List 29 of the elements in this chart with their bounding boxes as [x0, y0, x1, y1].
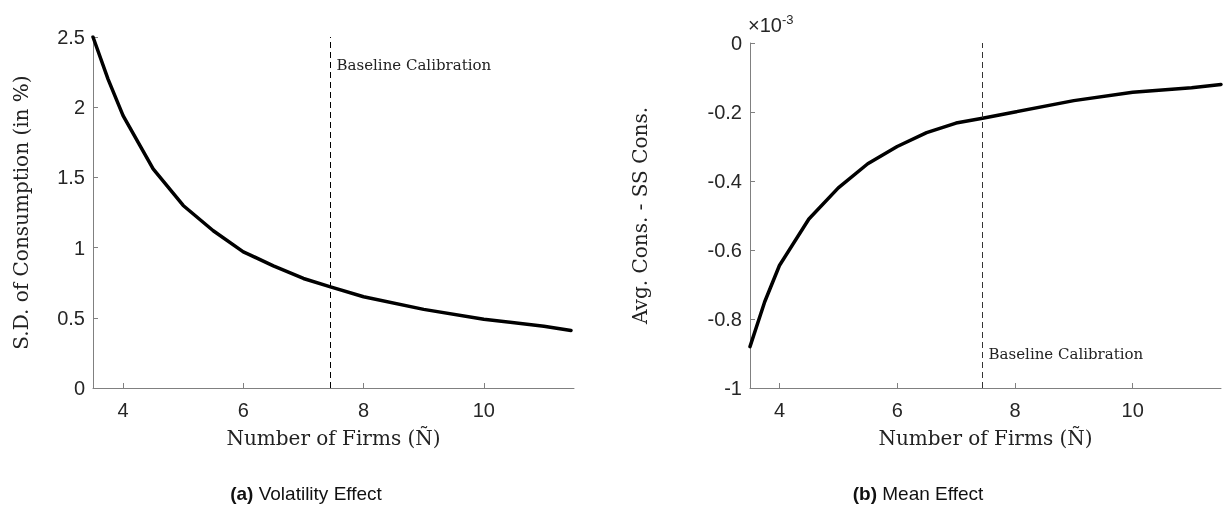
x-tick-label: 6	[237, 399, 249, 421]
y-tick-label: 1.5	[57, 166, 85, 189]
y-tick-label: -0.8	[707, 308, 742, 330]
x-tick-label: 4	[773, 399, 785, 421]
y-tick-label: -1	[724, 377, 742, 399]
y-tick-label: 0.5	[57, 306, 85, 329]
y-tick-label: -0.4	[707, 170, 742, 192]
annotation: Baseline Calibration	[988, 344, 1144, 363]
y-tick-label: -0.6	[707, 239, 742, 261]
y-tick-label: 0	[73, 377, 85, 399]
y-tick-label: 2.5	[57, 26, 85, 48]
text: (b) Mean Effect	[852, 483, 985, 504]
x-tick-label: 8	[1009, 399, 1021, 421]
x-tick-label: 4	[117, 399, 129, 421]
text: (a) Volatility Effect	[230, 483, 383, 504]
x-tick-label: 10	[472, 399, 495, 421]
annotation: Baseline Calibration	[336, 56, 492, 75]
line-series	[748, 82, 1223, 349]
y-tick-label: -0.2	[707, 101, 742, 123]
y-tick-label: 0	[730, 32, 742, 54]
y-tick-label: 1	[73, 236, 85, 259]
y-axis-title: S.D. of Consumption (in %)	[9, 75, 33, 350]
x-tick-label: 6	[891, 399, 903, 421]
x-axis-title: Number of Firms (Ñ)	[226, 426, 441, 450]
x-axis-title: Number of Firms (Ñ)	[878, 426, 1093, 450]
x-tick-label: 8	[358, 399, 370, 421]
y-tick-label: 2	[73, 96, 85, 119]
x-tick-label: 10	[1121, 399, 1144, 421]
y-axis-title: Avg. Cons. - SS Cons.	[628, 106, 652, 326]
